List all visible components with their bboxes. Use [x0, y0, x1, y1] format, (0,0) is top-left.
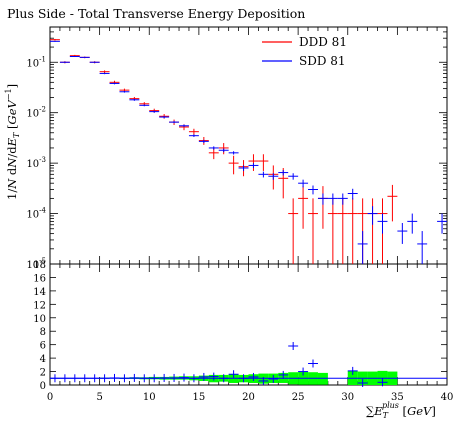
chart-title: Plus Side - Total Transverse Energy Depo…	[7, 6, 305, 21]
x-axis-label: ∑ETplus [GeV]	[366, 401, 436, 420]
x-tick-label: 25	[292, 392, 305, 403]
legend: DDD 81 SDD 81	[262, 35, 347, 68]
y-tick-label: 10-3	[26, 156, 46, 170]
ratio-y-tick-label: 2	[40, 368, 46, 379]
ratio-y-tick-label: 4	[40, 354, 46, 365]
main-series	[50, 38, 447, 264]
y-tick-label: 10-5	[26, 257, 46, 271]
ratio-y-tick-label: 12	[33, 300, 46, 311]
main-axis-ticks: 10-5 10-4 10-3 10-2 10-1	[26, 26, 448, 271]
ratio-y-tick-label: 14	[33, 287, 46, 298]
ratio-y-tick-label: 8	[40, 327, 46, 338]
x-tick-label: 30	[341, 392, 354, 403]
x-tick-label: 35	[391, 392, 404, 403]
ratio-band-bin	[317, 372, 328, 385]
ratio-y-tick-label: 6	[40, 341, 46, 352]
ratio-series	[50, 342, 388, 387]
ratio-y-tick-label: 18	[33, 260, 46, 271]
y-tick-label: 10-1	[26, 55, 46, 69]
x-tick-label: 15	[193, 392, 206, 403]
ratio-y-tick-label: 10	[33, 314, 46, 325]
x-tick-label: 40	[441, 392, 454, 403]
legend-label-sdd: SDD 81	[299, 54, 346, 68]
ratio-y-tick-label: 0	[40, 381, 46, 392]
y-tick-label: 10-4	[26, 207, 46, 221]
y-axis-label: 1/N dN/dET [GeV−1]	[4, 84, 21, 200]
main-plot-frame	[49, 26, 448, 265]
ratio-y-tick-label: 16	[33, 273, 46, 284]
y-tick-label: 10-2	[26, 106, 46, 120]
ratio-plot-frame	[49, 263, 448, 386]
x-tick-label: 5	[96, 392, 102, 403]
x-tick-label: 10	[143, 392, 156, 403]
x-tick-label: 0	[47, 392, 53, 403]
x-tick-label: 20	[242, 392, 255, 403]
legend-label-ddd: DDD 81	[299, 35, 347, 49]
